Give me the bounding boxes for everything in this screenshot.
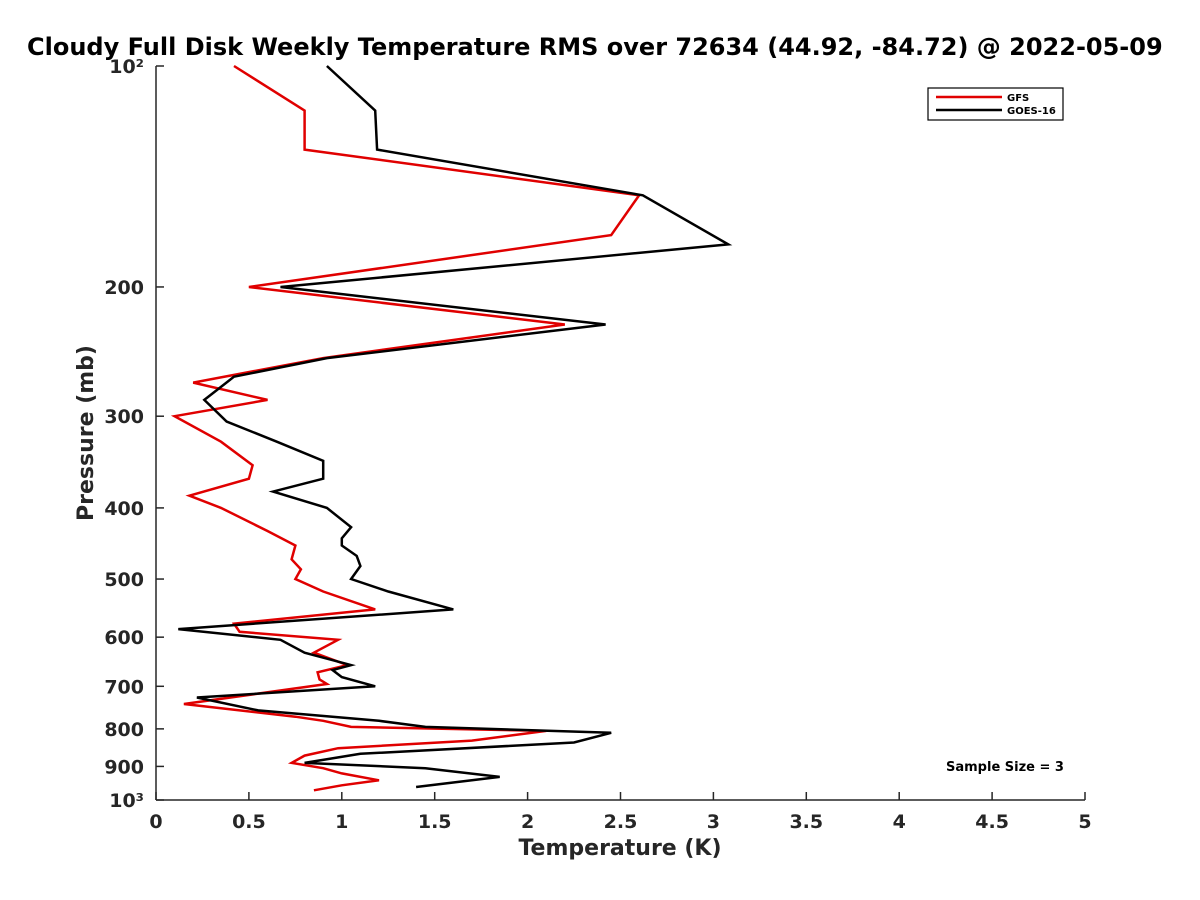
x-tick-label: 0 (149, 811, 162, 833)
legend-label-gfs: GFS (1007, 93, 1029, 104)
y-tick-label: 10² (109, 56, 144, 78)
y-axis-label: Pressure (mb) (74, 345, 99, 521)
x-tick-label: 3 (707, 811, 720, 833)
chart-title: Cloudy Full Disk Weekly Temperature RMS … (27, 33, 1163, 61)
plot-area: 0 0.5 1 1.5 2 2.5 3 3.5 4 4.5 5 10² 200 300 400 500 600 7… (104, 56, 1091, 833)
x-tick-label: 4.5 (975, 811, 1009, 833)
x-tick-label: 4 (893, 811, 906, 833)
x-tick-label: 1 (335, 811, 348, 833)
x-tick-label: 3.5 (789, 811, 823, 833)
y-tick-label: 900 (104, 756, 144, 778)
y-tick-label: 10³ (109, 790, 144, 812)
y-tick-label: 500 (104, 569, 144, 591)
y-tick-label: 400 (104, 498, 144, 520)
legend: GFS GOES-16 (927, 87, 1064, 121)
x-tick-label: 5 (1078, 811, 1091, 833)
x-tick-label: 0.5 (232, 811, 266, 833)
legend-label-goes16: GOES-16 (1007, 106, 1056, 117)
y-tick-label: 700 (104, 676, 144, 698)
sample-size-annotation: Sample Size = 3 (946, 760, 1064, 775)
x-axis-label: Temperature (K) (518, 836, 721, 861)
x-tick-label: 1.5 (418, 811, 452, 833)
legend-box (927, 87, 1064, 121)
series-line-goes16 (178, 65, 733, 789)
y-tick-label: 600 (104, 627, 144, 649)
y-tick-label: 800 (104, 719, 144, 741)
y-tick-label: 300 (104, 406, 144, 428)
x-tick-label: 2.5 (604, 811, 638, 833)
y-tick-label: 200 (104, 277, 144, 299)
x-tick-label: 2 (521, 811, 534, 833)
